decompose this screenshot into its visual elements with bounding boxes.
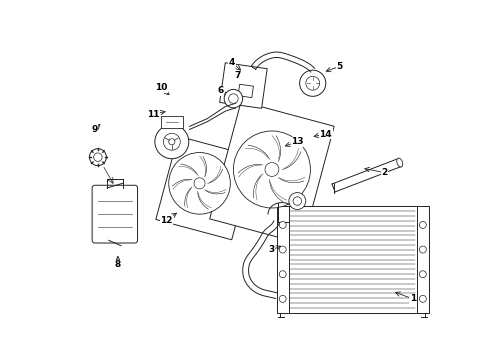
Circle shape — [229, 94, 238, 103]
Circle shape — [279, 221, 286, 228]
Text: 12: 12 — [160, 216, 172, 225]
Polygon shape — [156, 136, 254, 240]
Circle shape — [279, 271, 286, 278]
Circle shape — [419, 246, 426, 253]
Text: 8: 8 — [115, 261, 121, 269]
FancyBboxPatch shape — [92, 185, 138, 243]
Text: 7: 7 — [235, 71, 241, 80]
Ellipse shape — [397, 158, 403, 167]
Bar — [161, 116, 183, 128]
Text: 13: 13 — [291, 137, 304, 146]
Text: 6: 6 — [217, 86, 223, 95]
Circle shape — [89, 149, 106, 166]
Circle shape — [299, 70, 326, 96]
Circle shape — [293, 197, 301, 205]
Text: 14: 14 — [319, 130, 332, 139]
Text: 2: 2 — [381, 168, 388, 177]
Text: 1: 1 — [410, 294, 416, 303]
Polygon shape — [210, 102, 334, 244]
Circle shape — [163, 133, 180, 150]
Circle shape — [306, 76, 319, 90]
Text: 4: 4 — [229, 58, 235, 67]
Circle shape — [279, 246, 286, 253]
Circle shape — [419, 271, 426, 278]
Circle shape — [233, 131, 311, 208]
Text: 3: 3 — [269, 245, 275, 254]
Text: 11: 11 — [147, 109, 160, 118]
Text: 9: 9 — [92, 125, 98, 134]
Circle shape — [289, 193, 306, 210]
Text: 10: 10 — [155, 84, 167, 93]
Circle shape — [94, 153, 102, 161]
Circle shape — [419, 295, 426, 302]
Circle shape — [155, 125, 189, 159]
Circle shape — [279, 295, 286, 302]
Circle shape — [169, 153, 230, 214]
Circle shape — [194, 178, 205, 189]
Text: 5: 5 — [337, 62, 343, 71]
Circle shape — [419, 221, 426, 228]
Circle shape — [169, 139, 175, 145]
Polygon shape — [238, 84, 253, 98]
Circle shape — [224, 89, 243, 108]
Polygon shape — [220, 63, 267, 108]
Circle shape — [265, 163, 279, 176]
Bar — [276, 206, 429, 313]
